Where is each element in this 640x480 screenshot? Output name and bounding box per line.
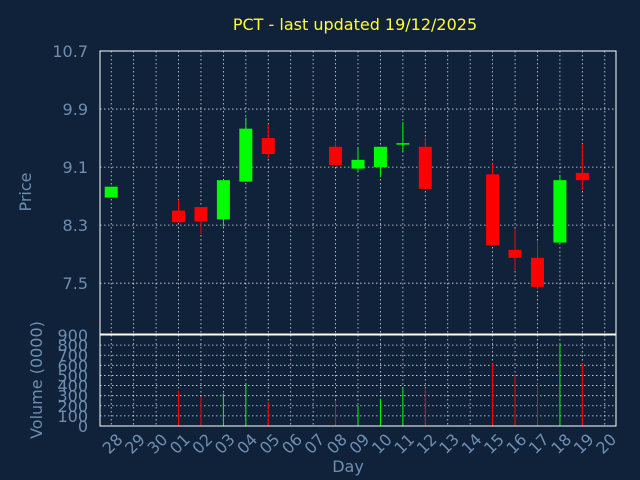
volume-tick-label: 300 <box>57 387 88 406</box>
volume-bars <box>178 343 583 426</box>
volume-tick-label: 0 <box>78 417 88 436</box>
candle-body <box>553 180 567 243</box>
price-tick-label: 10.7 <box>52 42 88 61</box>
candle-body <box>351 159 365 169</box>
price-tick-label: 9.1 <box>63 158 88 177</box>
candle-body <box>239 128 253 182</box>
price-tick-label: 8.3 <box>63 216 88 235</box>
candle <box>194 207 208 234</box>
candle <box>104 186 118 198</box>
candle-body <box>486 174 500 246</box>
candle <box>575 143 589 191</box>
candle-body <box>261 138 275 155</box>
volume-panel-frame <box>99 334 617 427</box>
candle-body <box>216 180 230 220</box>
x-ticks: 2829300102030405060708091011121314151617… <box>99 430 620 458</box>
price-panel-frame <box>99 50 617 335</box>
volume-tick-label: 800 <box>57 336 88 355</box>
candle <box>486 163 500 246</box>
candle-body <box>418 146 432 189</box>
candle <box>172 199 186 223</box>
candle <box>261 125 275 159</box>
price-axis-label: Price <box>16 172 35 211</box>
volume-tick-label: 600 <box>57 356 88 375</box>
price-grid <box>100 50 616 334</box>
candle <box>351 148 365 171</box>
candle-body <box>104 186 118 198</box>
candle-body <box>373 146 387 168</box>
candle <box>373 146 387 178</box>
price-y-ticks: 10.7 9.9 9.1 8.3 7.5 <box>52 42 88 293</box>
candle <box>239 117 253 182</box>
candle <box>329 141 343 165</box>
candle <box>396 122 410 152</box>
candle-body <box>508 249 522 258</box>
candle <box>418 138 432 189</box>
volume-tick-label: 500 <box>57 366 88 385</box>
volume-tick-label: 700 <box>57 346 88 365</box>
candle <box>508 228 522 271</box>
x-axis-label: Day <box>332 457 364 476</box>
candle-body <box>575 172 589 181</box>
candle-body <box>172 210 186 223</box>
candle <box>553 175 567 243</box>
price-tick-label: 7.5 <box>63 274 88 293</box>
candles <box>104 117 589 290</box>
volume-tick-label: 400 <box>57 377 88 396</box>
volume-tick-label: 100 <box>57 407 88 426</box>
volume-tick-label: 200 <box>57 397 88 416</box>
chart-title: PCT - last updated 19/12/2025 <box>233 15 477 34</box>
volume-axis-label: Volume (0000) <box>27 321 46 439</box>
price-tick-label: 9.9 <box>63 100 88 119</box>
candle-body <box>194 207 208 222</box>
candle <box>530 241 544 290</box>
candle-body <box>329 146 343 165</box>
candle <box>216 180 230 227</box>
volume-tick-label: 900 <box>57 326 88 345</box>
x-tick-label: 20 <box>592 430 620 458</box>
candle-body <box>396 143 410 145</box>
candle-body <box>530 257 544 287</box>
